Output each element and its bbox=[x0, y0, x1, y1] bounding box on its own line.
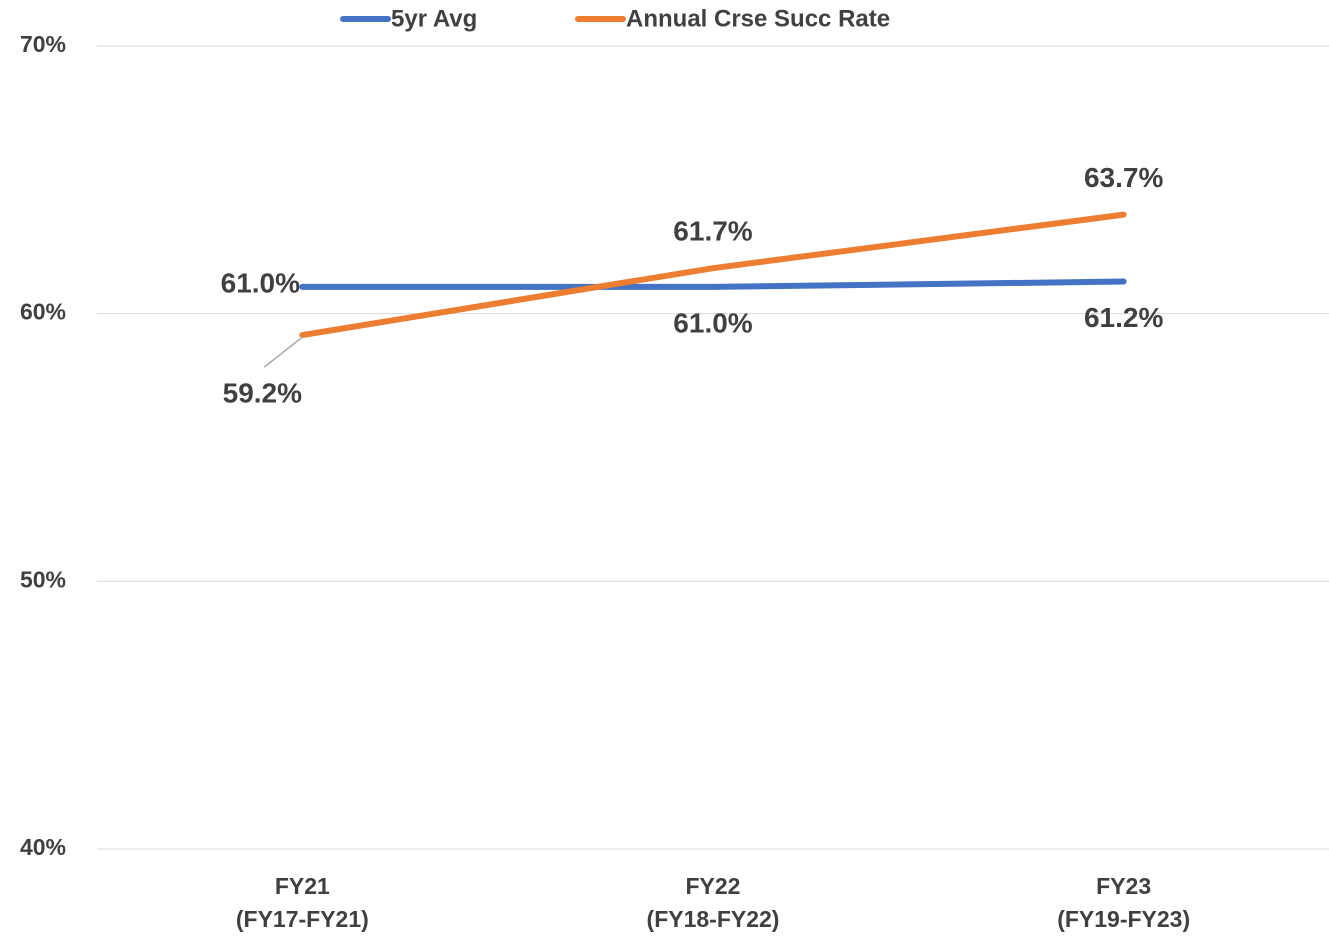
legend-label: 5yr Avg bbox=[391, 5, 477, 32]
y-tick-label: 40% bbox=[20, 834, 66, 860]
x-tick-label: FY21 (FY17-FY21) bbox=[235, 873, 369, 932]
series-line bbox=[299, 278, 1127, 290]
y-tick-label: 60% bbox=[20, 299, 66, 325]
y-tick-label: 50% bbox=[20, 566, 66, 592]
leader-line bbox=[263, 336, 303, 368]
series-line bbox=[299, 211, 1127, 339]
legend-label: Annual Crse Succ Rate bbox=[626, 5, 890, 32]
x-tick-label: FY22 (FY18-FY22) bbox=[646, 873, 780, 932]
x-tick-label: FY23 (FY19-FY23) bbox=[1057, 873, 1191, 932]
data-label: 61.0% bbox=[221, 267, 300, 298]
data-label: 59.2% bbox=[223, 377, 302, 408]
data-label: 61.2% bbox=[1084, 302, 1163, 333]
data-label: 61.7% bbox=[673, 216, 752, 247]
y-tick-label: 70% bbox=[20, 31, 66, 57]
data-label: 61.0% bbox=[673, 307, 752, 338]
data-label: 63.7% bbox=[1084, 162, 1163, 193]
